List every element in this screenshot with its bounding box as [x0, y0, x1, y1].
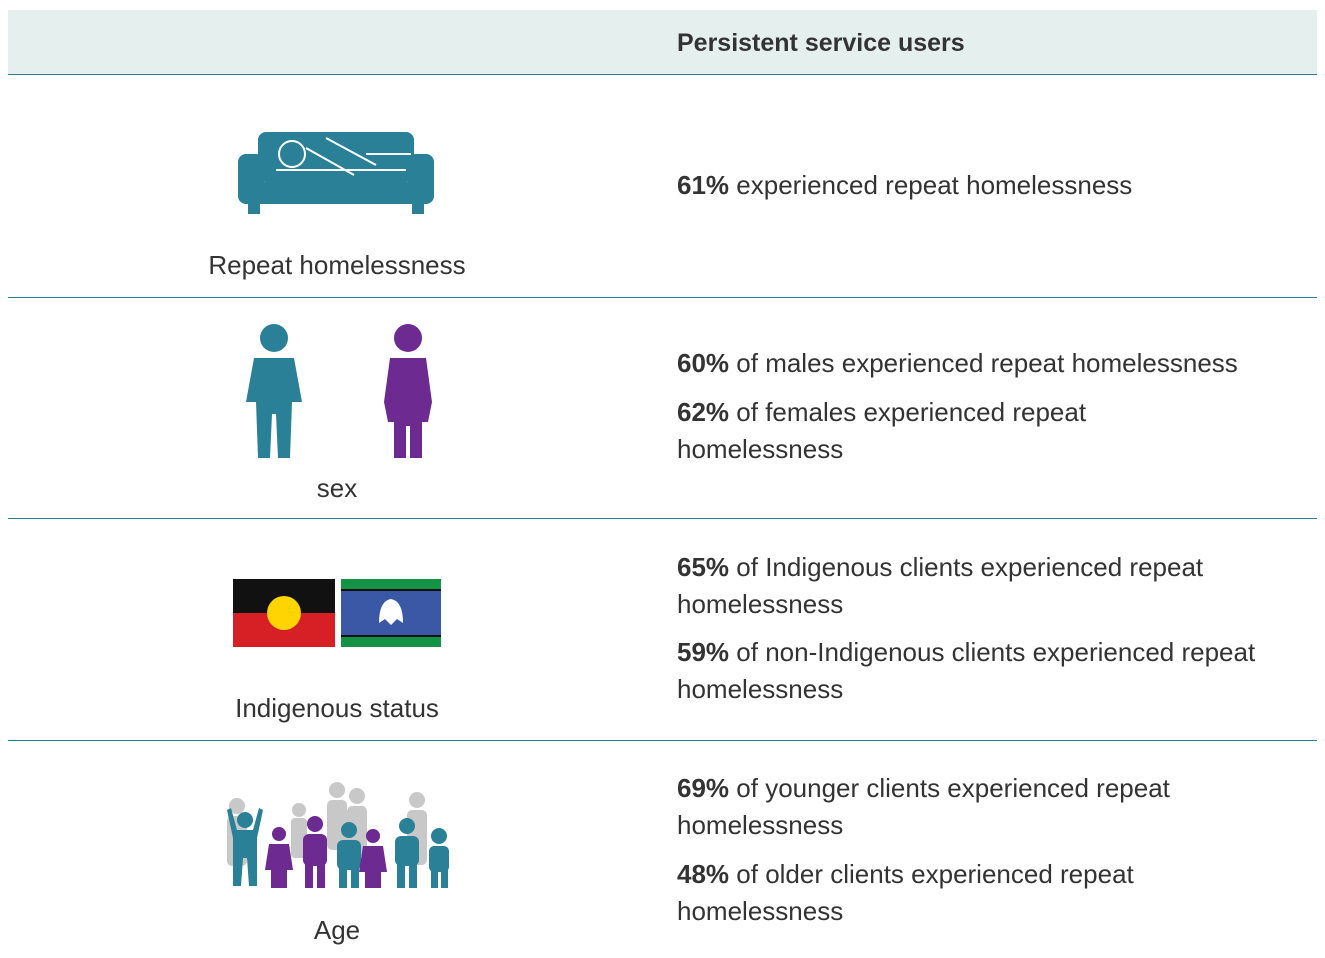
row-label: Age	[137, 915, 537, 946]
header: Persistent service users	[8, 10, 1317, 75]
statement-text: experienced repeat homelessness	[736, 170, 1132, 200]
statement-value: 59%	[677, 637, 729, 667]
row-label: sex	[137, 473, 537, 504]
header-title: Persistent service users	[677, 10, 965, 76]
statement: 59% of non-Indigenous clients experience…	[677, 634, 1287, 708]
statement: 60% of males experienced repeat homeless…	[677, 345, 1287, 382]
statement-text: of older clients experienced repeat home…	[677, 859, 1134, 926]
page: {"header": {"title": "Persistent service…	[0, 0, 1325, 958]
row-divider	[8, 297, 1317, 298]
row-divider	[8, 518, 1317, 519]
statement-text: of females experienced repeat homelessne…	[677, 397, 1086, 464]
statement-value: 60%	[677, 348, 729, 378]
row-divider	[8, 740, 1317, 741]
statement: 69% of younger clients experienced repea…	[677, 770, 1287, 844]
statement-value: 69%	[677, 773, 729, 803]
statement-text: of males experienced repeat homelessness	[736, 348, 1238, 378]
flags-icon	[233, 579, 443, 649]
statement-text: of non-Indigenous clients experienced re…	[677, 637, 1255, 704]
statement-text: of younger clients experienced repeat ho…	[677, 773, 1170, 840]
statement-value: 65%	[677, 552, 729, 582]
sex-icon	[232, 322, 442, 462]
statement-value: 61%	[677, 170, 729, 200]
statement-value: 48%	[677, 859, 729, 889]
statement: 48% of older clients experienced repeat …	[677, 856, 1287, 930]
statement: 61% experienced repeat homelessness	[677, 167, 1287, 204]
statement: 65% of Indigenous clients experienced re…	[677, 549, 1287, 623]
statement-value: 62%	[677, 397, 729, 427]
people-icon	[217, 778, 457, 893]
sofa-icon	[236, 130, 436, 216]
row-label: Repeat homelessness	[137, 250, 537, 281]
statement-text: of Indigenous clients experienced repeat…	[677, 552, 1203, 619]
row-label: Indigenous status	[137, 693, 537, 724]
statement: 62% of females experienced repeat homele…	[677, 394, 1147, 468]
